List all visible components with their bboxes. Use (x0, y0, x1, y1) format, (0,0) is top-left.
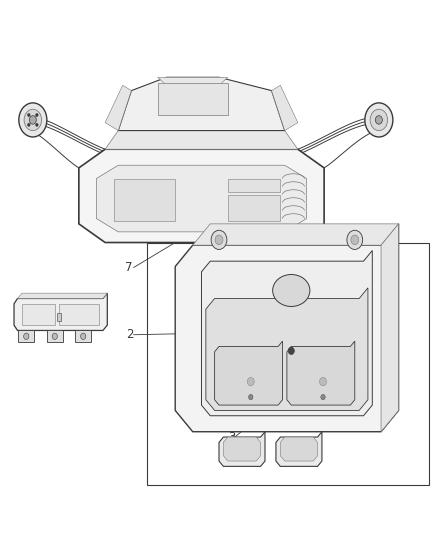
Circle shape (211, 230, 227, 249)
Circle shape (347, 230, 363, 249)
Polygon shape (22, 304, 55, 325)
Text: 3: 3 (228, 431, 235, 445)
Polygon shape (79, 149, 324, 243)
Ellipse shape (272, 274, 310, 306)
Circle shape (375, 116, 382, 124)
Polygon shape (75, 330, 91, 342)
Polygon shape (158, 77, 228, 85)
Circle shape (28, 123, 30, 126)
Polygon shape (272, 85, 298, 131)
Circle shape (321, 394, 325, 400)
Polygon shape (114, 179, 175, 221)
Circle shape (24, 333, 29, 340)
Polygon shape (219, 432, 265, 466)
Polygon shape (14, 293, 107, 330)
Polygon shape (215, 341, 283, 405)
Circle shape (35, 123, 38, 126)
Polygon shape (18, 330, 34, 342)
Circle shape (351, 235, 359, 245)
Circle shape (19, 103, 47, 137)
Text: 5: 5 (30, 307, 37, 320)
Circle shape (52, 333, 57, 340)
Polygon shape (206, 288, 368, 410)
Polygon shape (175, 224, 399, 432)
Text: 1: 1 (318, 261, 325, 274)
Polygon shape (96, 165, 307, 232)
Polygon shape (280, 437, 318, 461)
Polygon shape (59, 304, 99, 325)
Polygon shape (193, 224, 399, 245)
Polygon shape (158, 83, 228, 115)
Polygon shape (201, 251, 372, 416)
Text: 7: 7 (125, 261, 132, 274)
Polygon shape (228, 195, 280, 221)
Circle shape (28, 114, 30, 117)
Polygon shape (287, 341, 355, 405)
FancyBboxPatch shape (147, 243, 429, 485)
Circle shape (29, 116, 36, 124)
Text: 2: 2 (126, 328, 134, 342)
Polygon shape (381, 224, 399, 432)
Circle shape (288, 347, 294, 354)
Circle shape (365, 103, 393, 137)
Polygon shape (57, 313, 61, 321)
Circle shape (320, 377, 327, 386)
Circle shape (35, 114, 38, 117)
Circle shape (24, 109, 42, 131)
Text: 6: 6 (55, 307, 63, 320)
Circle shape (81, 333, 86, 340)
Polygon shape (276, 432, 322, 466)
Polygon shape (105, 131, 298, 149)
Polygon shape (118, 77, 285, 131)
Circle shape (247, 377, 254, 386)
Polygon shape (105, 85, 131, 131)
Polygon shape (228, 179, 280, 192)
Circle shape (215, 235, 223, 245)
Polygon shape (223, 437, 261, 461)
Polygon shape (18, 293, 107, 298)
Circle shape (370, 109, 388, 131)
Circle shape (249, 394, 253, 400)
Polygon shape (47, 330, 63, 342)
